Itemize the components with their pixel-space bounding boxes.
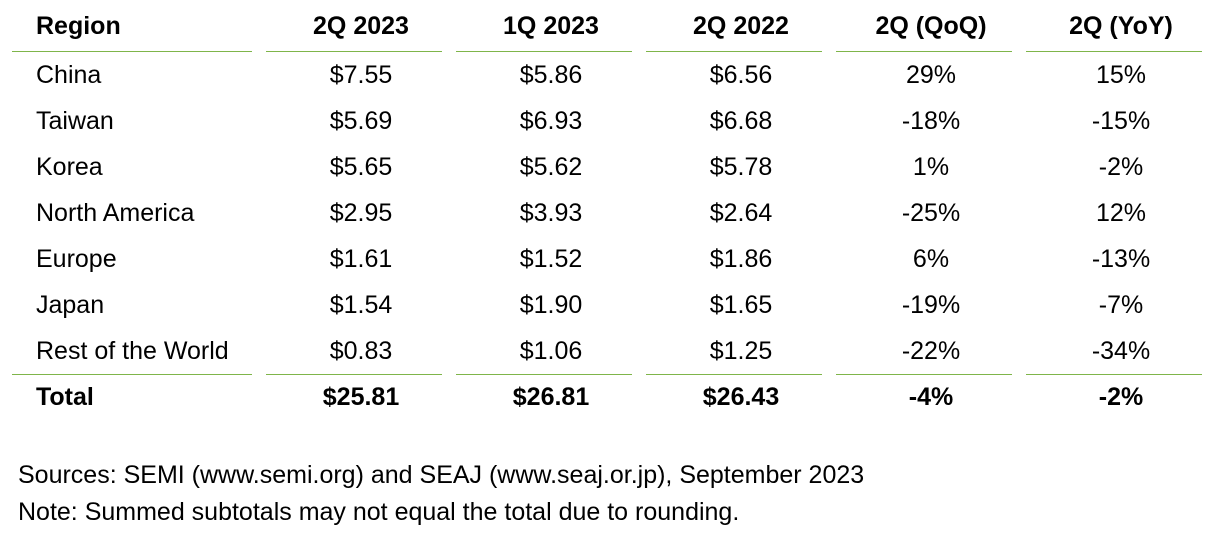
cell-2q2023: $5.69 [329,106,393,135]
table-row: Japan $1.54 $1.90 $1.65 -19% -7% [12,282,1216,328]
cell-2q2023: $2.95 [329,198,393,227]
total-row: Total $25.81 $26.81 $26.43 -4% -2% [12,374,1216,420]
cell-1q2023: $6.93 [519,106,583,135]
header-row: Region 2Q 2023 1Q 2023 2Q 2022 2Q (QoQ) … [12,0,1216,52]
cell-2q2022: $5.78 [709,152,773,181]
cell-region: Japan [36,290,105,319]
cell-region: Rest of the World [36,336,229,365]
cell-yoy: -34% [1091,336,1151,365]
cell-qoq: -18% [901,106,961,135]
table-notes: Sources: SEMI (www.semi.org) and SEAJ (w… [18,457,864,531]
cell-qoq: 29% [905,60,957,89]
total-separator-rule [12,374,252,375]
total-separator-rule [836,374,1012,375]
cell-2q2023: $1.61 [329,244,393,273]
cell-1q2023: $1.06 [519,336,583,365]
cell-1q2023: $5.86 [519,60,583,89]
cell-2q2023: $7.55 [329,60,393,89]
table-row: Europe $1.61 $1.52 $1.86 6% -13% [12,236,1216,282]
table-row: Korea $5.65 $5.62 $5.78 1% -2% [12,144,1216,190]
cell-region: North America [36,198,195,227]
cell-2q2023: $5.65 [329,152,393,181]
cell-yoy: -13% [1091,244,1151,273]
cell-qoq: 6% [912,244,950,273]
cell-2q2023: $0.83 [329,336,393,365]
table-row: Rest of the World $0.83 $1.06 $1.25 -22% -34% [12,328,1216,374]
cell-region: Korea [36,152,103,181]
cell-1q2023: $3.93 [519,198,583,227]
cell-region: China [36,60,102,89]
header-cell-qoq: 2Q (QoQ) [836,0,1026,52]
header-separator-rule [456,51,632,52]
cell-region: Taiwan [36,106,114,135]
header-separator-rule [266,51,442,52]
cell-yoy: -15% [1091,106,1151,135]
total-cell-2q2023: $25.81 [266,374,456,420]
total-cell-qoq: -4% [836,374,1026,420]
header-cell-region: Region [12,0,266,52]
table-row: China $7.55 $5.86 $6.56 29% 15% [12,52,1216,98]
cell-2q2022: $6.56 [709,60,773,89]
header-cell-yoy: 2Q (YoY) [1026,0,1216,52]
header-separator-rule [836,51,1012,52]
total-separator-rule [266,374,442,375]
total-separator-rule [456,374,632,375]
cell-2q2022: $2.64 [709,198,773,227]
cell-1q2023: $5.62 [519,152,583,181]
cell-2q2022: $1.86 [709,244,773,273]
header-cell-1q2023: 1Q 2023 [456,0,646,52]
header-cell-2q2023: 2Q 2023 [266,0,456,52]
cell-qoq: 1% [912,152,950,181]
header-separator-rule [12,51,252,52]
cell-qoq: -25% [901,198,961,227]
rounding-note: Note: Summed subtotals may not equal the… [18,498,740,526]
sources-note: Sources: SEMI (www.semi.org) and SEAJ (w… [18,461,865,489]
total-cell-1q2023: $26.81 [456,374,646,420]
cell-yoy: 15% [1095,60,1147,89]
total-cell-yoy: -2% [1026,374,1216,420]
total-separator-rule [1026,374,1202,375]
cell-region: Europe [36,244,117,273]
cell-qoq: -19% [901,290,961,319]
table-row: North America $2.95 $3.93 $2.64 -25% 12% [12,190,1216,236]
header-separator-rule [1026,51,1202,52]
billings-table: Region 2Q 2023 1Q 2023 2Q 2022 2Q (QoQ) … [12,0,1216,420]
header-cell-2q2022: 2Q 2022 [646,0,836,52]
cell-qoq: -22% [901,336,961,365]
cell-2q2022: $1.65 [709,290,773,319]
table-body: China $7.55 $5.86 $6.56 29% 15% Taiwan $5.69 $6.… [12,52,1216,374]
total-separator-rule [646,374,822,375]
total-cell-2q2022: $26.43 [646,374,836,420]
cell-2q2023: $1.54 [329,290,393,319]
cell-yoy: -7% [1098,290,1144,319]
cell-yoy: -2% [1098,152,1144,181]
cell-yoy: 12% [1095,198,1147,227]
cell-1q2023: $1.52 [519,244,583,273]
cell-2q2022: $1.25 [709,336,773,365]
header-separator-rule [646,51,822,52]
cell-1q2023: $1.90 [519,290,583,319]
total-cell-region: Total [12,374,266,420]
cell-2q2022: $6.68 [709,106,773,135]
table-row: Taiwan $5.69 $6.93 $6.68 -18% -15% [12,98,1216,144]
